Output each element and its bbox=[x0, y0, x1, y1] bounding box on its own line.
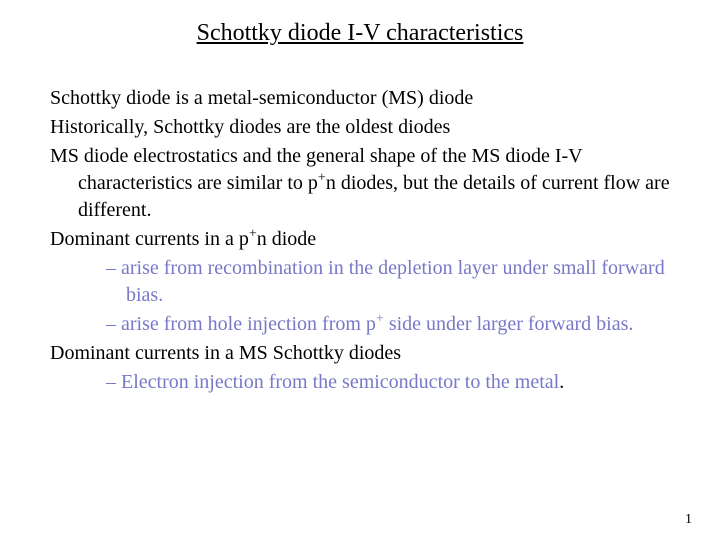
sub1b-superscript: + bbox=[376, 311, 384, 326]
p4-superscript: + bbox=[249, 226, 257, 241]
p4-post: n diode bbox=[257, 228, 316, 250]
slide-body: Schottky diode is a metal-semiconductor … bbox=[50, 85, 670, 396]
sub2a-period: . bbox=[559, 371, 564, 393]
sub1b-post: side under larger forward bias. bbox=[384, 313, 634, 335]
sub-item-2a: Electron injection from the semiconducto… bbox=[106, 369, 670, 396]
p4-pre: Dominant currents in a p bbox=[50, 228, 249, 250]
sub-item-1b: arise from hole injection from p+ side u… bbox=[106, 311, 670, 338]
sub-list-1: arise from recombination in the depletio… bbox=[50, 255, 670, 338]
paragraph-4: Dominant currents in a p+n diode bbox=[50, 226, 670, 253]
sub-list-2: Electron injection from the semiconducto… bbox=[50, 369, 670, 396]
paragraph-5: Dominant currents in a MS Schottky diode… bbox=[50, 340, 670, 367]
paragraph-1: Schottky diode is a metal-semiconductor … bbox=[50, 85, 670, 112]
page-number: 1 bbox=[685, 512, 692, 528]
paragraph-3: MS diode electrostatics and the general … bbox=[50, 143, 670, 224]
paragraph-2: Historically, Schottky diodes are the ol… bbox=[50, 114, 670, 141]
sub2a-text: Electron injection from the semiconducto… bbox=[121, 371, 559, 393]
p3-superscript: + bbox=[318, 170, 326, 185]
sub-item-1a: arise from recombination in the depletio… bbox=[106, 255, 670, 309]
sub1b-pre: arise from hole injection from p bbox=[121, 313, 376, 335]
slide-title: Schottky diode I-V characteristics bbox=[50, 20, 670, 47]
